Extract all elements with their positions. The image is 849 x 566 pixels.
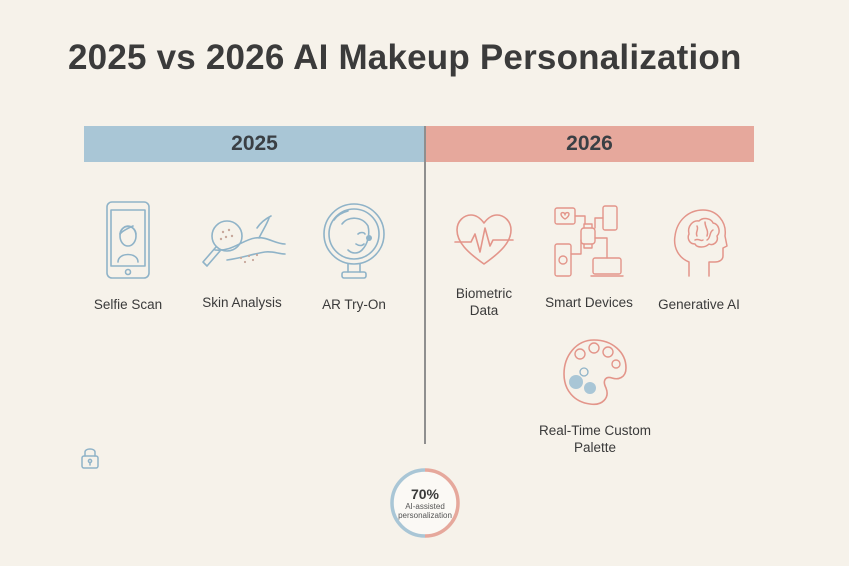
header-2025: 2025 <box>84 126 425 162</box>
badge-value: 70% <box>410 486 440 502</box>
item-label: AR Try-On <box>322 297 386 312</box>
item-ar-try-on: AR Try-On <box>314 200 394 313</box>
item-biometric-data: Biometric Data <box>446 212 522 319</box>
item-label: Real-Time Custom Palette <box>538 423 652 455</box>
magnifier-skin-icon <box>202 215 286 267</box>
item-generative-ai: Generative AI <box>654 206 744 313</box>
item-skin-analysis: Skin Analysis <box>196 210 288 311</box>
item-label: Skin Analysis <box>202 295 282 310</box>
mirror-face-icon <box>323 203 385 279</box>
item-label: Biometric Data <box>455 286 513 318</box>
item-label: Generative AI <box>658 297 740 312</box>
header-2026: 2026 <box>425 126 754 162</box>
lock-icon <box>80 446 100 475</box>
badge-caption: AI-assisted personalization <box>398 502 452 520</box>
column-divider <box>424 126 426 444</box>
smartphone-selfie-icon <box>106 201 150 279</box>
heart-pulse-icon <box>454 214 514 265</box>
connected-devices-icon <box>554 205 624 277</box>
page-title: 2025 vs 2026 AI Makeup Personalization <box>68 38 742 77</box>
item-smart-devices: Smart Devices <box>544 204 634 311</box>
item-label: Smart Devices <box>545 295 633 310</box>
item-selfie-scan: Selfie Scan <box>87 200 169 313</box>
ai-assisted-badge: 70% AI-assisted personalization <box>389 467 461 539</box>
brain-head-icon <box>673 209 728 277</box>
item-real-time-palette: Real-Time Custom Palette <box>530 336 660 456</box>
item-label: Selfie Scan <box>93 297 163 312</box>
palette-icon <box>563 339 627 406</box>
